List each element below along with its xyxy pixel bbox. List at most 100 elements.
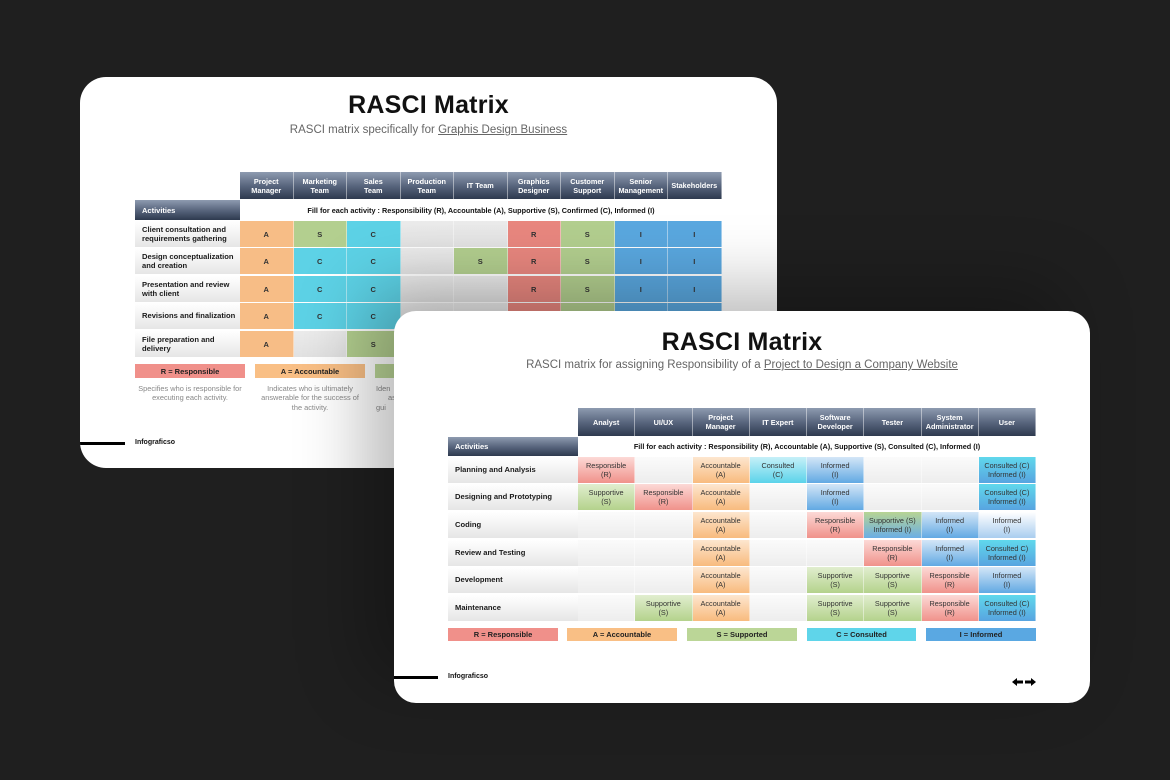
matrix-cell: A	[240, 303, 294, 329]
matrix-cell	[635, 567, 693, 593]
matrix-cell	[749, 484, 807, 510]
matrix-cell: Informed (I)	[921, 540, 979, 566]
matrix-cell: Supportive (S)	[864, 567, 922, 593]
legend-accountable: A = Accountable	[567, 628, 677, 641]
activity-label: Designing and Prototyping	[448, 484, 578, 510]
subtitle-link[interactable]: Graphis Design Business	[438, 124, 568, 136]
matrix-cell	[454, 221, 508, 247]
matrix-cell	[749, 540, 807, 566]
matrix-cell	[635, 512, 693, 538]
matrix-cell: Consulted (C) Informed (I)	[978, 457, 1036, 483]
matrix-cell	[864, 457, 922, 483]
matrix-cell: Responsible (R)	[578, 457, 636, 483]
legend-informed: I = Informed	[926, 628, 1036, 641]
subtitle-link[interactable]: Project to Design a Company Website	[763, 359, 958, 371]
matrix-cell: Supportive (S)	[864, 595, 922, 621]
matrix-cell: Accountable (A)	[692, 484, 750, 510]
legend-consulted: C = Consulted	[807, 628, 916, 641]
arrow-right-icon[interactable]	[1025, 673, 1036, 691]
arrow-left-icon[interactable]	[1012, 673, 1023, 691]
legend-description-fragment: as	[388, 393, 396, 403]
matrix-cell: I	[668, 276, 722, 302]
legend-accountable: A = Accountable	[255, 364, 365, 378]
subtitle-text: RASCI matrix for assigning Responsibilit…	[526, 359, 764, 371]
activity-label: Revisions and finalization	[135, 303, 240, 329]
matrix-cell	[578, 540, 636, 566]
matrix-cell	[921, 457, 979, 483]
matrix-cell: Responsible (R)	[921, 595, 979, 621]
activity-label: Client consultation and requirements gat…	[135, 221, 240, 247]
matrix-cell: S	[561, 248, 615, 274]
legend-responsible: R = Responsible	[135, 364, 245, 378]
activities-header: Activities	[448, 437, 578, 456]
table-row: Presentation and review with client A C …	[135, 276, 722, 302]
matrix-cell: C	[347, 303, 401, 329]
matrix-cell: Supportive (S)	[807, 595, 865, 621]
column-header: Software Developer	[807, 408, 865, 436]
column-header: Graphics Designer	[507, 172, 561, 199]
matrix-cell: S	[454, 248, 508, 274]
matrix-cell	[293, 331, 347, 357]
legend-description-fragment: Iden	[376, 384, 391, 393]
fill-instruction: Fill for each activity : Responsibility …	[307, 205, 655, 215]
table-row: Coding Accountable (A) Responsible (R) S…	[448, 512, 1036, 538]
column-header: User	[978, 408, 1036, 436]
matrix-cell	[400, 221, 454, 247]
activity-label: Review and Testing	[448, 540, 578, 566]
activity-label: Maintenance	[448, 595, 578, 621]
column-header: IT Team	[454, 172, 508, 199]
matrix-cell: Supportive (S)	[807, 567, 865, 593]
table-row: Designing and Prototyping Supportive (S)…	[448, 484, 1036, 510]
matrix-cell: Responsible (R)	[864, 540, 922, 566]
matrix-cell: I	[614, 248, 668, 274]
matrix-cell: I	[668, 248, 722, 274]
matrix-cell: Accountable (A)	[692, 567, 750, 593]
matrix-cell: Informed (I)	[978, 512, 1036, 538]
matrix-cell: I	[614, 276, 668, 302]
matrix-cell: A	[240, 331, 294, 357]
matrix-cell	[749, 595, 807, 621]
matrix-cell: Accountable (A)	[692, 540, 750, 566]
table-row: File preparation and delivery A S	[135, 331, 401, 357]
activities-header: Activities	[135, 200, 240, 220]
matrix-cell: I	[614, 221, 668, 247]
slide-subtitle: RASCI matrix specifically for Graphis De…	[80, 124, 777, 136]
matrix-cell: Consulted (C)	[749, 457, 807, 483]
legend-description-fragment: gui	[376, 402, 386, 412]
column-header: System Administrator	[921, 408, 979, 436]
matrix-cell: Informed (I)	[978, 567, 1036, 593]
matrix-cell	[635, 540, 693, 566]
matrix-cell: S	[561, 276, 615, 302]
table-row: Development Accountable (A) Supportive (…	[448, 567, 1036, 593]
activity-label: Development	[448, 567, 578, 593]
activity-label: Presentation and review with client	[135, 276, 240, 302]
slide-navigation	[1012, 673, 1036, 691]
matrix-cell: I	[668, 221, 722, 247]
column-header: Tester	[864, 408, 922, 436]
matrix-cell: Supportive (S)	[578, 484, 636, 510]
column-header: Sales Team	[347, 172, 401, 199]
table-row: Planning and Analysis Responsible (R) Ac…	[448, 457, 1036, 483]
subtitle-text: RASCI matrix specifically for	[289, 124, 439, 136]
column-header-row: Analyst UI/UX Project Manager IT Expert …	[578, 408, 1036, 436]
column-header: Stakeholders	[668, 172, 722, 199]
column-header: Customer Support	[561, 172, 615, 199]
matrix-cell: Informed (I)	[807, 457, 865, 483]
column-header: Senior Management	[614, 172, 668, 199]
slide-title: RASCI Matrix	[661, 328, 823, 356]
legend-supported: S = Supported	[687, 628, 797, 641]
matrix-cell: Responsible (R)	[921, 567, 979, 593]
matrix-cell: Accountable (A)	[692, 595, 750, 621]
matrix-cell	[864, 484, 922, 510]
matrix-cell: Informed (I)	[807, 484, 865, 510]
matrix-cell	[807, 540, 865, 566]
matrix-cell	[578, 595, 636, 621]
activity-label: Design conceptualization and creation	[135, 248, 240, 274]
matrix-cell: Responsible (R)	[635, 484, 693, 510]
matrix-cell: Supportive (S)	[635, 595, 693, 621]
column-header: Project Manager	[692, 408, 750, 436]
matrix-cell	[578, 512, 636, 538]
matrix-cell: C	[293, 303, 347, 329]
matrix-cell: A	[240, 221, 294, 247]
activity-label: Coding	[448, 512, 578, 538]
